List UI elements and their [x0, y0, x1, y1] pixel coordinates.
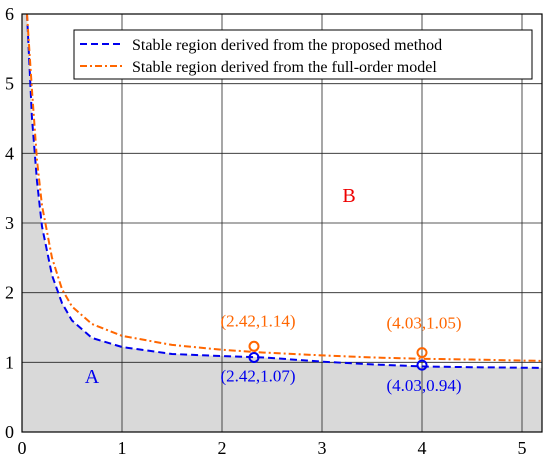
- y-tick-label: 2: [5, 283, 14, 303]
- data-point-marker: [248, 340, 260, 352]
- legend-entry: Stable region derived from the full-orde…: [132, 59, 437, 76]
- y-tick-label: 1: [5, 352, 14, 372]
- plot-frame: [21, 13, 543, 433]
- y-tick-label: 5: [5, 74, 14, 94]
- full-order-model-curve: [26, 13, 543, 362]
- y-tick-label: 0: [5, 422, 14, 442]
- legend-entry: Stable region derived from the proposed …: [132, 37, 442, 54]
- data-point-marker: [248, 351, 260, 363]
- data-point-label: (2.42,1.14): [220, 311, 295, 330]
- data-point-label: (4.03,0.94): [386, 376, 461, 395]
- y-tick-label: 3: [5, 213, 14, 233]
- x-tick-label: 1: [118, 438, 127, 458]
- y-tick-label: 6: [5, 4, 14, 24]
- legend-box: [73, 29, 533, 80]
- data-point-label: (4.03,1.05): [386, 314, 461, 333]
- region-label-a: A: [85, 366, 100, 388]
- data-point-marker: [416, 359, 428, 371]
- proposed-method-curve: [26, 13, 543, 369]
- region-label-b: B: [342, 185, 355, 207]
- x-tick-label: 5: [518, 438, 527, 458]
- data-point-label: (2.42,1.07): [220, 366, 295, 385]
- x-tick-label: 0: [18, 438, 27, 458]
- x-tick-label: 3: [318, 438, 327, 458]
- data-point-marker: [416, 347, 428, 359]
- stable-region-fill: [22, 14, 542, 432]
- y-tick-label: 4: [5, 143, 14, 163]
- x-tick-label: 2: [218, 438, 227, 458]
- x-tick-label: 4: [418, 438, 427, 458]
